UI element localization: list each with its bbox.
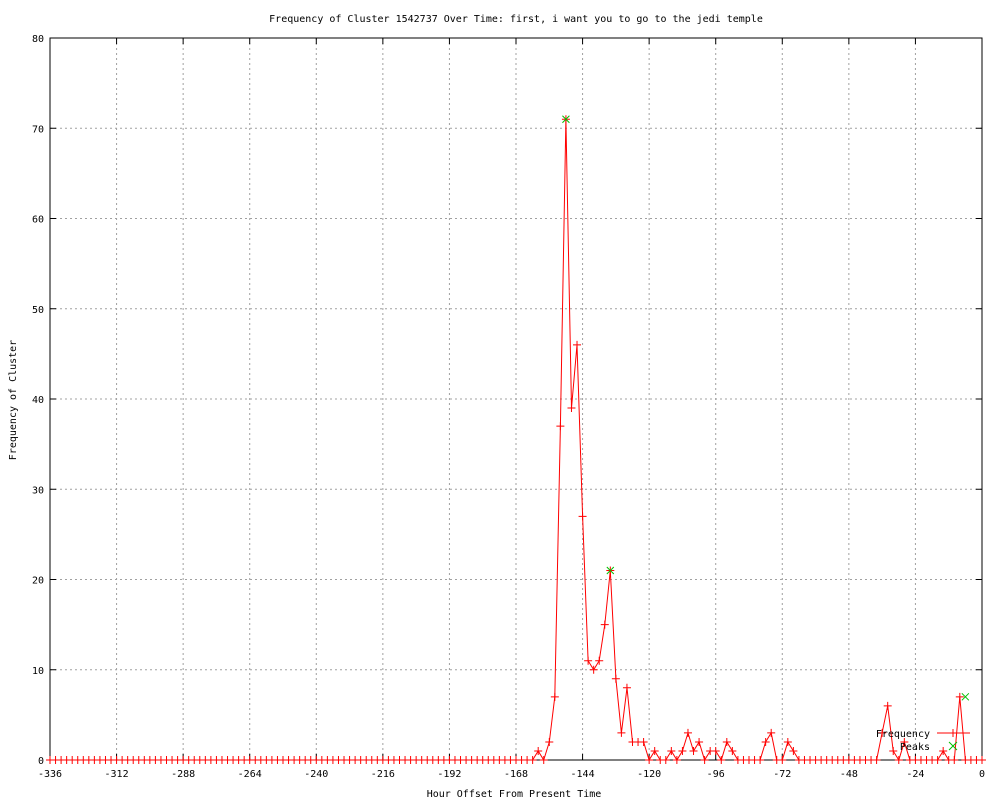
frequency-point: [650, 746, 659, 755]
frequency-point: [778, 756, 787, 764]
frequency-point: [600, 620, 609, 629]
frequency-point: [761, 737, 770, 746]
frequency-point: [667, 746, 676, 755]
frequency-point: [611, 674, 620, 683]
y-tick-label: 50: [32, 305, 44, 316]
frequency-point: [767, 728, 776, 737]
frequency-point: [595, 656, 604, 665]
y-tick-label: 70: [32, 124, 44, 135]
frequency-point: [978, 756, 986, 764]
y-axis-label: Frequency of Cluster: [8, 340, 19, 460]
frequency-point: [589, 665, 598, 674]
legend: Frequency Peaks: [876, 729, 970, 753]
peak-point: [606, 566, 615, 575]
x-tick-label: -192: [437, 769, 461, 780]
y-tick-label: 10: [32, 666, 44, 677]
frequency-point: [883, 701, 892, 710]
x-tick-label: -312: [105, 769, 129, 780]
legend-marker-frequency: [949, 729, 957, 737]
frequency-point: [617, 728, 626, 737]
frequency-point: [689, 746, 698, 755]
frequency-point: [900, 737, 909, 746]
frequency-point: [567, 404, 576, 413]
x-tick-label: -336: [38, 769, 62, 780]
y-tick-label: 30: [32, 485, 44, 496]
x-tick-label: -120: [637, 769, 661, 780]
frequency-point: [789, 746, 798, 755]
x-tick-label: -96: [707, 769, 725, 780]
peak-point: [562, 115, 570, 124]
legend-label-frequency: Frequency: [876, 729, 930, 740]
chart-title: Frequency of Cluster 1542737 Over Time: …: [269, 14, 763, 25]
grid: [50, 38, 982, 760]
frequency-point: [728, 746, 737, 755]
frequency-point: [622, 683, 631, 692]
frequency-point: [722, 737, 731, 746]
frequency-point: [939, 746, 948, 755]
x-tick-label: -24: [906, 769, 924, 780]
x-tick-label: -288: [171, 769, 195, 780]
legend-label-peaks: Peaks: [900, 742, 930, 753]
legend-marker-peaks: [948, 741, 958, 751]
frequency-point: [955, 692, 964, 701]
frequency-point: [661, 756, 670, 764]
x-tick-label: -264: [238, 769, 262, 780]
frequency-point: [534, 746, 543, 755]
frequency-point: [756, 756, 765, 764]
y-tick-label: 80: [32, 34, 44, 45]
frequency-point: [550, 692, 559, 701]
frequency-point: [573, 340, 582, 349]
frequency-point: [711, 746, 720, 755]
frequency-point: [584, 656, 593, 665]
x-tick-label: 0: [979, 769, 985, 780]
series: [46, 115, 986, 764]
frequency-point: [539, 756, 548, 764]
y-tick-label: 40: [32, 395, 44, 406]
x-tick-label: -216: [371, 769, 395, 780]
frequency-point: [894, 756, 903, 764]
frequency-point: [578, 512, 587, 521]
x-tick-label: -168: [504, 769, 528, 780]
frequency-point: [683, 728, 692, 737]
x-tick-label: -48: [840, 769, 858, 780]
frequency-point: [639, 737, 648, 746]
x-tick-label: -72: [773, 769, 791, 780]
frequency-point: [672, 756, 681, 764]
frequency-point: [783, 737, 792, 746]
frequency-point: [933, 756, 942, 764]
frequency-point: [695, 737, 704, 746]
frequency-point: [545, 737, 554, 746]
frequency-point: [717, 756, 726, 764]
frequency-point: [878, 728, 887, 737]
x-tick-label: -144: [571, 769, 595, 780]
y-tick-label: 0: [38, 756, 44, 767]
x-tick-label: -240: [304, 769, 328, 780]
frequency-point: [645, 756, 654, 764]
frequency-point: [872, 756, 881, 764]
frequency-point: [528, 756, 537, 764]
frequency-point: [556, 422, 565, 431]
frequency-point: [950, 756, 959, 764]
y-tick-label: 60: [32, 215, 44, 226]
x-axis-label: Hour Offset From Present Time: [427, 789, 602, 800]
y-tick-label: 20: [32, 576, 44, 587]
peak-point: [961, 692, 970, 701]
frequency-point: [889, 746, 898, 755]
frequency-point: [678, 746, 687, 755]
frequency-point: [700, 756, 709, 764]
